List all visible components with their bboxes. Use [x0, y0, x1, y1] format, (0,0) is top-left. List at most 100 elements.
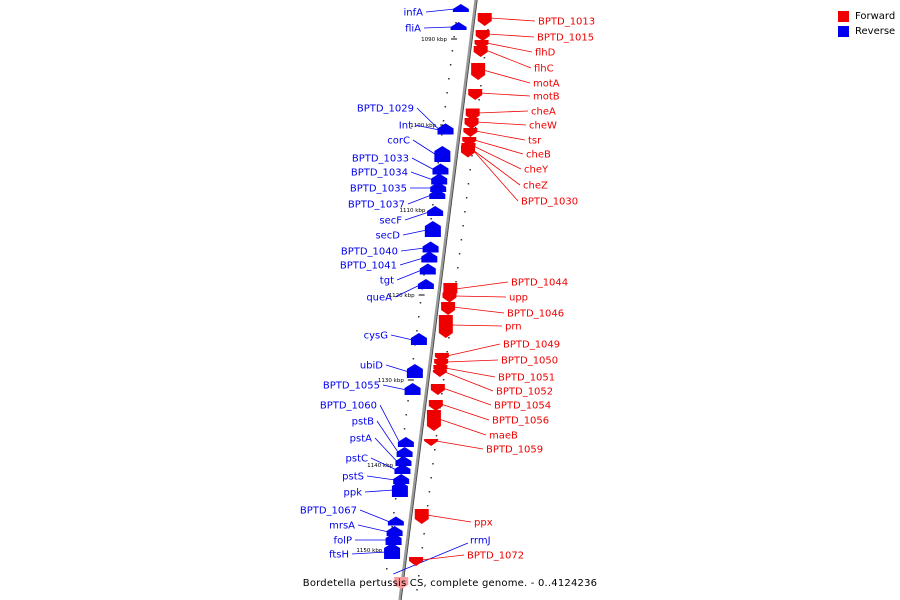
forward-gene-label-BPTD_1051: BPTD_1051: [498, 373, 555, 384]
reverse-gene-pstB: [396, 447, 413, 457]
minor-tick-dot: [474, 127, 477, 129]
forward-gene-BPTD_1051: [433, 365, 448, 374]
forward-gene-BPTD_1013: [477, 13, 492, 26]
minor-tick-dot: [416, 589, 418, 591]
forward-gene-connector: [446, 343, 501, 357]
forward-gene-label-cheY: cheY: [524, 165, 549, 176]
forward-gene-connector: [454, 295, 507, 298]
reverse-gene-connector: [385, 364, 409, 373]
minor-tick-dot: [432, 204, 434, 206]
reverse-gene-label-BPTD_1041: BPTD_1041: [340, 261, 397, 272]
forward-gene-label-cheA: cheA: [531, 107, 556, 118]
minor-tick-dot: [455, 22, 457, 24]
minor-tick-dot: [435, 435, 438, 437]
minor-tick-dot: [444, 106, 447, 108]
forward-gene-connector: [472, 149, 519, 202]
forward-gene-label-cheB: cheB: [526, 150, 551, 161]
forward-gene-label-BPTD_1050: BPTD_1050: [501, 356, 558, 367]
reverse-gene-label-BPTD_1067: BPTD_1067: [300, 506, 357, 517]
minor-tick-dot: [448, 337, 450, 339]
forward-gene-connector: [489, 17, 536, 22]
forward-gene-label-BPTD_1044: BPTD_1044: [511, 278, 568, 289]
forward-gene-connector: [476, 121, 527, 126]
minor-tick-dot: [432, 463, 434, 465]
reverse-gene-connector: [374, 437, 398, 463]
reverse-gene-Int: [437, 123, 454, 135]
forward-gene-connector: [444, 371, 494, 392]
minor-tick-dot: [386, 568, 388, 570]
reverse-gene-fliA: [450, 22, 467, 30]
minor-tick-dot: [483, 57, 486, 59]
forward-gene-label-BPTD_1015: BPTD_1015: [537, 33, 594, 44]
forward-gene-connector: [472, 149, 521, 186]
forward-gene-connector: [442, 387, 492, 406]
reverse-gene-cysG: [410, 333, 427, 345]
minor-tick-dot: [471, 155, 473, 157]
reverse-gene-connector: [425, 8, 455, 13]
reverse-gene-label-ppk: ppk: [344, 488, 363, 499]
minor-tick-dot: [437, 162, 439, 164]
forward-gene-BPTD_1046: [441, 302, 456, 315]
gene-label-layer: infA fliA BPTD_1029 Int corC BPTD_1033 BPTD_10…: [300, 8, 595, 562]
forward-gene-label-flhD: flhD: [535, 48, 556, 59]
forward-gene-label-cheZ: cheZ: [523, 181, 548, 192]
reverse-gene-label-BPTD_1037: BPTD_1037: [348, 200, 405, 211]
reverse-gene-label-folP: folP: [334, 536, 352, 547]
minor-tick-dot: [384, 582, 386, 584]
reverse-gene-label-mrsA: mrsA: [329, 521, 355, 532]
gene-feature-layer: [384, 4, 492, 589]
reverse-gene-connector: [396, 269, 422, 281]
reverse-gene-BPTD_1040: [422, 241, 439, 253]
forward-gene-label-cheW: cheW: [529, 121, 557, 132]
strand-legend: Forward Reverse: [838, 9, 895, 39]
minor-tick-dot: [453, 36, 455, 38]
minor-tick-dot: [465, 197, 468, 199]
forward-gene-label-BPTD_1049: BPTD_1049: [503, 340, 560, 351]
forward-gene-BPTD_1072: [409, 557, 424, 566]
forward-gene-connector: [475, 130, 526, 141]
legend-reverse: Reverse: [838, 24, 895, 39]
kbp-tick-label: 1100 kbp: [410, 123, 436, 129]
forward-gene-label-prn: prn: [505, 322, 522, 333]
forward-gene-connector: [438, 418, 487, 436]
reverse-gene-label-infA: infA: [404, 8, 424, 19]
reverse-gene-label-BPTD_1034: BPTD_1034: [351, 168, 408, 179]
forward-gene-label-BPTD_1030: BPTD_1030: [521, 197, 578, 208]
forward-gene-connector: [426, 514, 472, 523]
reverse-gene-secD: [424, 221, 441, 237]
forward-feature-light: [394, 577, 409, 589]
forward-gene-connector: [486, 42, 533, 53]
forward-gene-maeB: [426, 410, 441, 431]
reverse-gene-label-corC: corC: [387, 136, 410, 147]
reverse-gene-connector: [412, 139, 437, 156]
minor-tick-dot: [446, 92, 448, 94]
minor-tick-dot: [442, 379, 445, 381]
reverse-swatch: [838, 26, 849, 37]
minor-tick-dot: [407, 400, 409, 402]
minor-tick-dot: [421, 547, 424, 549]
reverse-gene-BPTD_1034: [431, 173, 448, 185]
reverse-gene-BPTD_1033: [432, 163, 449, 175]
reverse-gene-pstA: [395, 456, 412, 466]
minor-tick-dot: [418, 575, 420, 577]
reverse-gene-connector: [376, 420, 399, 454]
forward-gene-connector: [483, 69, 531, 84]
minor-tick-dot: [428, 491, 431, 493]
forward-gene-BPTD_1015: [475, 30, 490, 41]
reverse-gene-label-BPTD_1055: BPTD_1055: [323, 381, 380, 392]
forward-gene-BPTD_1050: [434, 359, 449, 368]
legend-reverse-label: Reverse: [855, 26, 896, 37]
minor-tick-dot: [480, 85, 482, 87]
kbp-tick-label: 1090 kbp: [421, 37, 447, 43]
forward-gene-cheA: [465, 108, 480, 121]
minor-tick-dot: [416, 330, 418, 332]
reverse-gene-label-BPTD_1029: BPTD_1029: [357, 104, 414, 115]
forward-gene-flhC: [473, 46, 488, 57]
reverse-gene-pstC: [394, 464, 411, 474]
legend-forward: Forward: [838, 9, 895, 24]
reverse-gene-folP: [385, 533, 402, 545]
reverse-gene-label-rrmJ: rrmJ: [470, 536, 491, 547]
reverse-gene-infA: [452, 4, 469, 12]
forward-gene-motB: [468, 89, 483, 100]
